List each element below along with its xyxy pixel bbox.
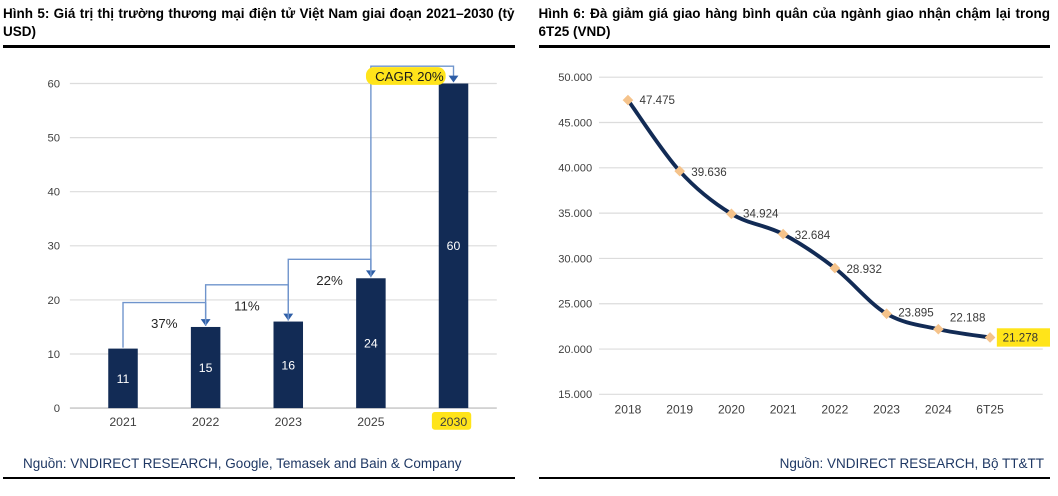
data-label: 22.188 <box>949 311 984 324</box>
bar-2023 <box>273 321 304 408</box>
growth-label: 11% <box>234 298 260 313</box>
bar-2030 <box>438 83 469 408</box>
figure-5-bar-chart: 0102030405060112021152022162023242025602… <box>47 65 497 430</box>
y-tick-label: 40 <box>47 186 60 198</box>
x-tick-label: 2030 <box>440 414 467 428</box>
report-figures-row: Hình 5: Giá trị thị trường thương mại đi… <box>3 5 1051 479</box>
figure-6-title: Hình 6: Đà giảm giá giao hàng bình quân … <box>538 6 1051 39</box>
data-label: 23.895 <box>898 306 933 319</box>
bar-value-label: 15 <box>199 361 213 375</box>
figure-5-title: Hình 5: Giá trị thị trường thương mại đi… <box>3 6 515 39</box>
data-label: 28.932 <box>846 263 881 276</box>
figure-5-panel: Hình 5: Giá trị thị trường thương mại đi… <box>3 5 515 479</box>
y-tick-label: 50 <box>47 132 60 144</box>
cagr-label-highlight <box>365 66 446 85</box>
x-tick-label: 2018 <box>614 402 641 416</box>
data-point-marker <box>673 165 685 177</box>
figure-6-title-rule <box>538 44 1050 48</box>
growth-label: 22% <box>316 273 343 288</box>
x-tick-label: 2023 <box>275 414 302 428</box>
growth-label: CAGR 20% <box>375 69 444 84</box>
figure-5-source: Nguồn: VNDIRECT RESEARCH, Google, Temase… <box>23 455 462 471</box>
x-label-highlight <box>431 411 472 430</box>
y-tick-label: 10 <box>47 349 60 361</box>
bar-value-label: 11 <box>117 371 130 385</box>
data-label: 47.475 <box>639 94 674 107</box>
x-tick-label: 2020 <box>717 402 744 416</box>
figure-5-title-rule <box>3 44 515 48</box>
y-tick-label: 50.000 <box>558 72 592 84</box>
x-tick-label: 2019 <box>666 402 693 416</box>
y-tick-label: 15.000 <box>558 389 592 401</box>
y-tick-label: 30 <box>47 240 60 252</box>
x-tick-label: 2021 <box>109 414 136 428</box>
data-label: 39.636 <box>691 166 726 179</box>
growth-label: 37% <box>151 316 178 331</box>
x-tick-label: 2021 <box>769 402 796 416</box>
y-tick-label: 60 <box>47 78 60 90</box>
data-point-marker <box>932 323 944 335</box>
figure-6-bottom-rule <box>538 476 1050 479</box>
bar-value-label: 60 <box>447 239 461 253</box>
data-point-marker <box>984 331 995 343</box>
data-point-marker <box>880 308 892 319</box>
bar-value-label: 16 <box>281 358 295 372</box>
bar-2022 <box>190 326 221 408</box>
figure-6-line-chart: 15.000 20.000 25.000 30.000 35.000 40.000 45.0… <box>558 72 1050 416</box>
y-tick-label: 0 <box>54 403 60 415</box>
data-point-marker <box>725 208 737 219</box>
y-tick-label: 40.000 <box>558 162 592 174</box>
bar-2021 <box>108 348 138 408</box>
x-tick-label: 2023 <box>873 402 900 416</box>
data-label: 32.684 <box>794 229 830 242</box>
y-tick-label: 35.000 <box>558 208 592 220</box>
data-label: 21.278 <box>1002 331 1037 344</box>
figure-6-source: Nguồn: VNDIRECT RESEARCH, Bộ TT&TT <box>779 455 1044 471</box>
figure-5-bottom-rule <box>3 476 515 479</box>
y-tick-label: 30.000 <box>558 253 592 265</box>
x-tick-label: 2025 <box>357 414 384 428</box>
bar-value-label: 24 <box>364 336 378 350</box>
x-tick-label: 6T25 <box>976 402 1004 416</box>
growth-bracket <box>370 65 455 277</box>
data-label: 34.924 <box>743 207 779 220</box>
y-tick-label: 25.000 <box>558 298 592 310</box>
y-tick-label: 20 <box>47 294 60 306</box>
x-tick-label: 2022 <box>192 414 219 428</box>
last-label-highlight <box>996 327 1050 347</box>
data-point-marker <box>829 262 840 274</box>
x-tick-label: 2024 <box>924 402 951 416</box>
delivery-price-line <box>625 97 992 340</box>
x-tick-label: 2022 <box>821 402 848 416</box>
arrow-head-icon <box>448 75 459 83</box>
figure-6-panel: Hình 6: Đà giảm giá giao hàng bình quân … <box>538 5 1051 479</box>
bar-2025 <box>356 277 386 408</box>
y-tick-label: 20.000 <box>558 344 592 356</box>
y-tick-label: 45.000 <box>558 117 592 129</box>
